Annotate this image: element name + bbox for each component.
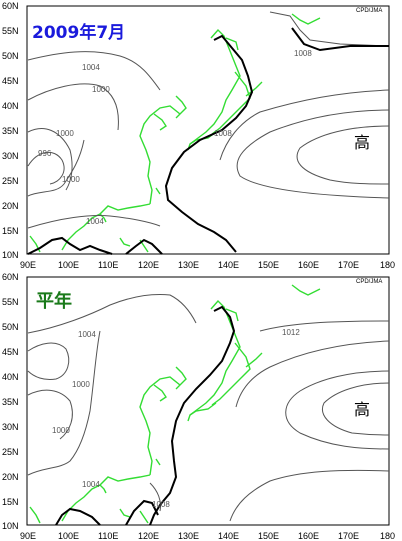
lat-label: 20N: [2, 201, 19, 211]
lat-label: 60N: [2, 272, 19, 282]
map-svg-top: 1004 1000 1000 996 1000 1004 1008 1008 2…: [2, 1, 395, 270]
contour-label: 1000: [72, 380, 90, 389]
contour-label: 1000: [92, 85, 110, 94]
map-title-bottom: 平年: [36, 290, 72, 312]
lon-label: 130E: [178, 531, 199, 541]
lon-label: 140E: [218, 260, 239, 270]
lat-axis-top: 60N 55N 50N 45N 40N 35N 30N 25N 20N 15N …: [2, 1, 19, 260]
lat-label: 45N: [2, 76, 19, 86]
contour-label: 1000: [62, 175, 80, 184]
lat-label: 20N: [2, 472, 19, 482]
lon-label: 160E: [298, 260, 319, 270]
lon-label: 130E: [178, 260, 199, 270]
map-panel-normal: 1004 1000 1000 1004 1008 1012 平年 CPD/JMA…: [0, 271, 402, 541]
map-panel-2009-july: 1004 1000 1000 996 1000 1004 1008 1008 2…: [0, 0, 402, 270]
contour-label: 1000: [52, 426, 70, 435]
lon-label: 150E: [258, 260, 279, 270]
lat-label: 15N: [2, 497, 19, 507]
lat-label: 50N: [2, 51, 19, 61]
contour-label: 996: [38, 149, 52, 158]
map-title-top: 2009年7月: [32, 22, 125, 43]
contour-label: 1008: [152, 500, 170, 509]
lon-label: 180: [380, 531, 395, 541]
lat-axis-bottom: 60N 55N 50N 45N 40N 35N 30N 25N 20N 15N …: [2, 272, 19, 531]
high-pressure-label: 高: [354, 400, 370, 419]
lon-label: 110E: [98, 531, 118, 541]
contour-label: 1004: [86, 217, 104, 226]
lat-label: 25N: [2, 447, 19, 457]
contour-label: 1000: [56, 129, 74, 138]
contours-bottom: [27, 294, 390, 522]
lat-label: 15N: [2, 226, 19, 236]
lat-label: 35N: [2, 126, 19, 136]
lat-label: 55N: [2, 297, 19, 307]
lat-label: 10N: [2, 250, 19, 260]
contour-label: 1004: [82, 63, 100, 72]
lat-label: 10N: [2, 521, 19, 531]
high-pressure-label: 高: [354, 133, 370, 152]
lon-label: 110E: [98, 260, 118, 270]
contour-1008-bottom: [55, 305, 236, 526]
lat-label: 60N: [2, 1, 19, 11]
credit-label: CPD/JMA: [356, 8, 382, 14]
lon-label: 100E: [58, 260, 79, 270]
contour-label: 1004: [78, 330, 96, 339]
lon-label: 90E: [20, 531, 36, 541]
lat-label: 30N: [2, 151, 19, 161]
lon-axis-bottom: 90E 100E 110E 120E 130E 140E 150E 160E 1…: [20, 531, 395, 541]
contour-label: 1008: [294, 49, 312, 58]
lon-label: 90E: [20, 260, 36, 270]
lon-label: 160E: [298, 531, 319, 541]
contour-label: 1008: [214, 129, 232, 138]
lon-label: 150E: [258, 531, 279, 541]
lat-label: 55N: [2, 26, 19, 36]
contour-label: 1012: [282, 328, 300, 337]
lon-label: 100E: [58, 531, 79, 541]
lat-label: 25N: [2, 176, 19, 186]
contour-label: 1004: [82, 480, 100, 489]
lon-label: 170E: [338, 531, 359, 541]
lat-label: 40N: [2, 101, 19, 111]
lon-label: 170E: [338, 260, 359, 270]
contours-top: [27, 11, 390, 229]
lon-label: 180: [380, 260, 395, 270]
credit-label: CPD/JMA: [356, 279, 382, 285]
lat-label: 45N: [2, 347, 19, 357]
lon-label: 120E: [138, 531, 159, 541]
contour-1008-top: [27, 27, 389, 255]
lat-label: 50N: [2, 322, 19, 332]
lat-label: 35N: [2, 397, 19, 407]
lat-label: 40N: [2, 372, 19, 382]
map-svg-bottom: 1004 1000 1000 1004 1008 1012 平年 CPD/JMA…: [2, 272, 395, 541]
lon-axis-top: 90E 100E 110E 120E 130E 140E 150E 160E 1…: [20, 260, 395, 270]
lat-label: 30N: [2, 422, 19, 432]
lon-label: 120E: [138, 260, 159, 270]
lon-label: 140E: [218, 531, 239, 541]
